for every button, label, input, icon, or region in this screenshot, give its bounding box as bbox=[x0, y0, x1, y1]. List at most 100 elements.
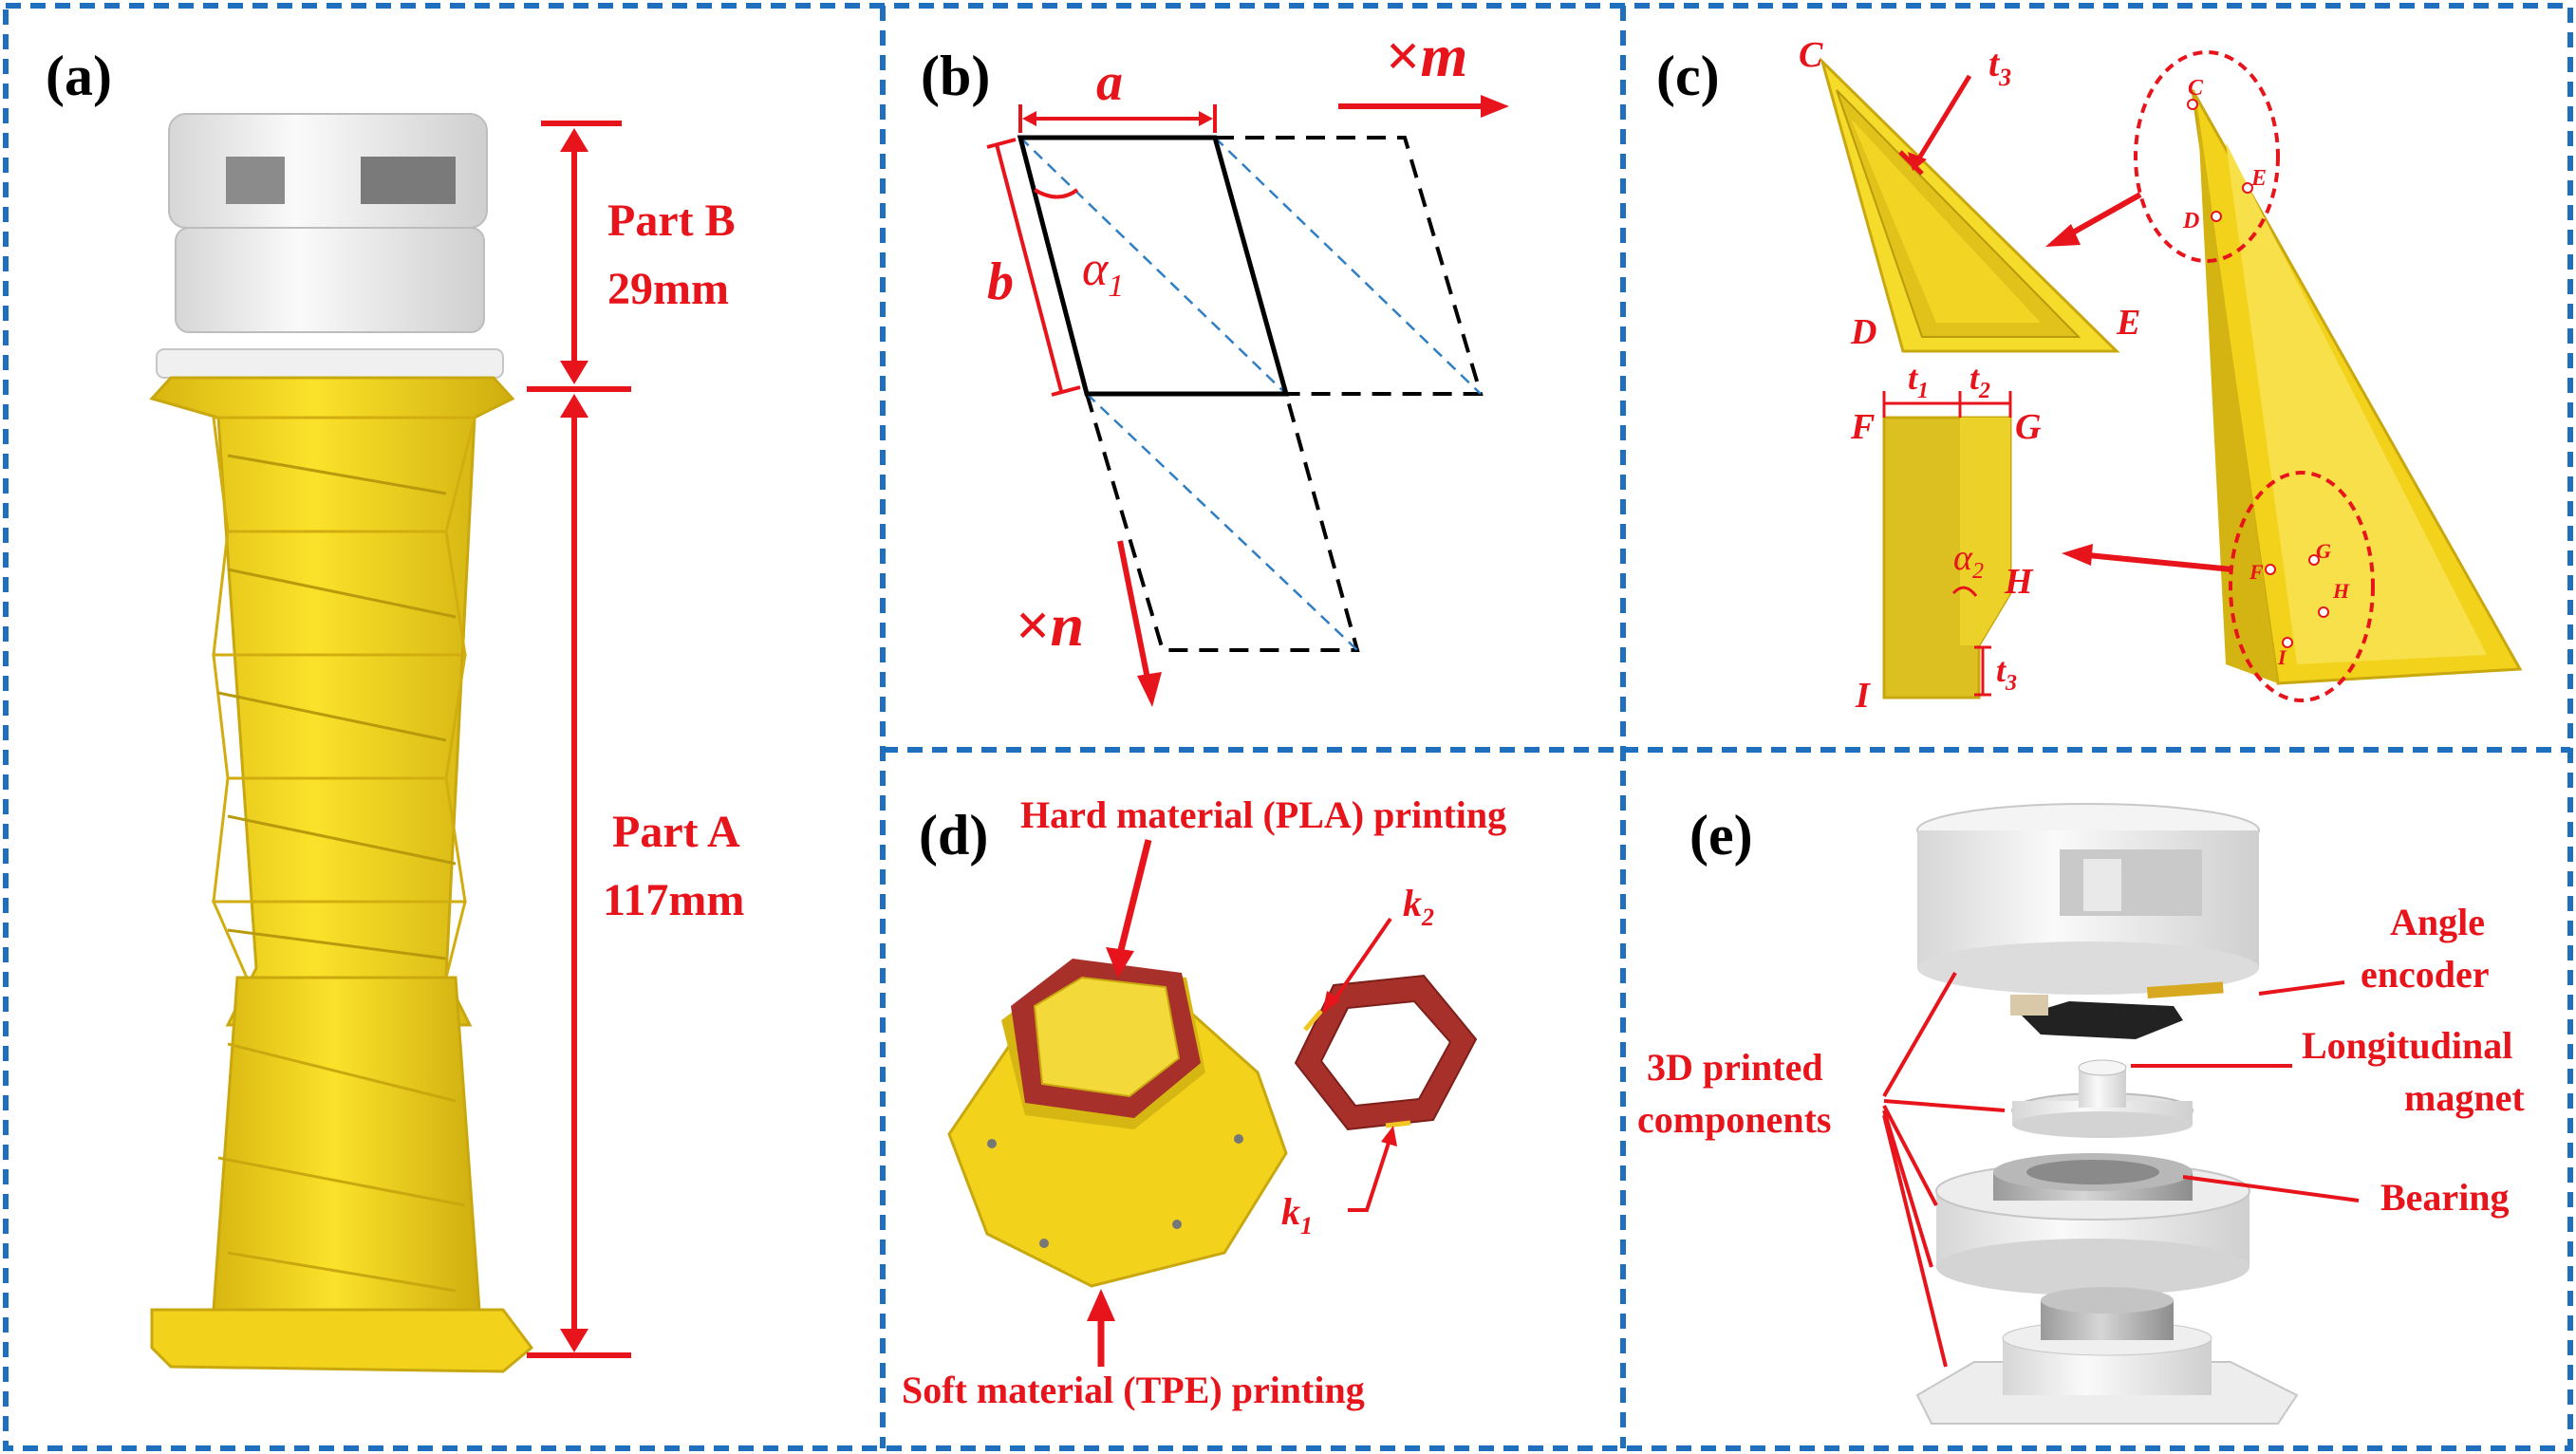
t1-label: t1 bbox=[1908, 359, 1929, 403]
label-H: H bbox=[2004, 562, 2034, 602]
alpha2-sym: α bbox=[1953, 538, 1973, 578]
t2-sub: 2 bbox=[1978, 379, 1990, 403]
panel-label-b: (b) bbox=[921, 45, 990, 107]
k2-joint bbox=[1303, 1009, 1323, 1032]
mini-H: H bbox=[2332, 579, 2350, 603]
t3-marker-top bbox=[1898, 150, 1924, 176]
callout-lines-right bbox=[2131, 980, 2360, 1202]
n-multiplier: ×n bbox=[1016, 591, 1084, 659]
k2-sub: 2 bbox=[1421, 904, 1434, 931]
panel-d: (d) Hard material (PLA) printing Soft ma… bbox=[902, 793, 1506, 1411]
panel-label-c: (c) bbox=[1656, 45, 1720, 107]
panel-borders bbox=[3, 3, 2573, 1451]
label-F: F bbox=[1850, 407, 1875, 447]
angle-encoder-line1: Angle bbox=[2390, 901, 2485, 943]
t3-dimension-bottom bbox=[1974, 645, 1991, 697]
mini-D: D bbox=[2182, 209, 2199, 233]
panel-label-d: (d) bbox=[919, 804, 988, 867]
alpha2-sub: 2 bbox=[1972, 559, 1984, 584]
printed-components-line1: 3D printed bbox=[1647, 1046, 1823, 1089]
t1-t2-dimension bbox=[1882, 391, 2012, 418]
t2-label: t2 bbox=[1969, 359, 1990, 403]
label-b: b bbox=[987, 252, 1014, 311]
label-I: I bbox=[1855, 676, 1871, 716]
k1-joint bbox=[1385, 1120, 1411, 1128]
full-panel-piece bbox=[2191, 89, 2523, 685]
t3-top-sym: t bbox=[1988, 42, 2001, 84]
k1-pointer bbox=[1348, 1136, 1392, 1212]
n-arrow bbox=[1117, 540, 1151, 684]
k1-pointer-head bbox=[1381, 1126, 1397, 1146]
dimension-markers bbox=[527, 121, 631, 1358]
t3-label-bottom: t3 bbox=[1996, 651, 2017, 696]
repeated-cells bbox=[1085, 136, 1484, 652]
n-times: × bbox=[1016, 591, 1050, 659]
label-a: a bbox=[1096, 53, 1123, 112]
alpha1-label: α1 bbox=[1082, 242, 1124, 304]
triangle-piece bbox=[1820, 56, 2120, 353]
t3-bottom-sym: t bbox=[1996, 651, 2007, 689]
n-symbol: n bbox=[1050, 591, 1084, 659]
arrow-to-section bbox=[2087, 552, 2233, 572]
m-symbol: m bbox=[1420, 22, 1467, 89]
t3-pointer bbox=[1914, 74, 1972, 163]
dim-a bbox=[1018, 104, 1217, 133]
magnet-line1: Longitudinal bbox=[2302, 1024, 2512, 1067]
mini-points bbox=[2187, 99, 2329, 648]
mini-E: E bbox=[2250, 166, 2267, 191]
panel-label-e: (e) bbox=[1689, 804, 1753, 867]
part-b-name: Part B bbox=[607, 196, 736, 246]
k1-sub: 1 bbox=[1300, 1212, 1313, 1240]
arrow-to-triangle-head bbox=[2045, 224, 2081, 247]
arrow-to-section-head bbox=[2062, 544, 2093, 566]
t3-bottom-sub: 3 bbox=[2005, 671, 2017, 696]
printed-components-line2: components bbox=[1637, 1098, 1831, 1141]
alpha1-arc bbox=[1033, 188, 1079, 199]
m-arrowhead bbox=[1481, 95, 1509, 118]
hard-arrowhead bbox=[1106, 947, 1134, 978]
k1-sym: k bbox=[1281, 1190, 1300, 1233]
m-multiplier: ×m bbox=[1386, 22, 1467, 89]
label-C: C bbox=[1799, 35, 1823, 75]
hard-arrow bbox=[1116, 839, 1152, 955]
top-cap bbox=[1916, 803, 2260, 995]
soft-material-label: Soft material (TPE) printing bbox=[902, 1369, 1365, 1411]
panel-a: (a) Part bbox=[46, 45, 744, 1373]
t2-sym: t bbox=[1969, 359, 1980, 397]
label-D: D bbox=[1850, 312, 1876, 352]
arrow-to-triangle bbox=[2063, 192, 2142, 240]
alpha2-arc bbox=[1951, 586, 1978, 597]
alpha2-label: α2 bbox=[1953, 538, 1984, 584]
part-a-name: Part A bbox=[612, 807, 740, 857]
mini-I: I bbox=[2277, 645, 2287, 669]
soft-arrowhead bbox=[1087, 1289, 1115, 1321]
base-plate bbox=[1915, 1287, 2299, 1425]
bearing-label: Bearing bbox=[2380, 1176, 2510, 1219]
t1-sym: t bbox=[1908, 359, 1918, 397]
t1-sub: 1 bbox=[1917, 379, 1929, 403]
hexagon-base bbox=[947, 959, 1288, 1288]
k2-pointer bbox=[1332, 917, 1392, 1003]
angle-encoder bbox=[2010, 981, 2224, 1039]
bearing bbox=[1935, 1153, 2250, 1296]
part-b-size: 29mm bbox=[607, 264, 729, 314]
part-b-housing bbox=[156, 113, 504, 379]
k2-pointer-head bbox=[1322, 991, 1340, 1014]
m-times: × bbox=[1386, 22, 1420, 89]
unit-cell bbox=[1017, 135, 1290, 397]
label-G: G bbox=[2015, 407, 2042, 447]
cell-diagonals bbox=[1019, 137, 1482, 651]
part-a-origami-column bbox=[149, 376, 534, 1373]
mini-C: C bbox=[2188, 76, 2204, 101]
label-E: E bbox=[2116, 303, 2140, 343]
t3-label-top: t3 bbox=[1988, 42, 2011, 91]
panel-b: (b) a b α1 bbox=[921, 22, 1509, 707]
hexagon-ring bbox=[1294, 974, 1478, 1131]
k2-label: k2 bbox=[1403, 882, 1434, 931]
cross-section bbox=[1882, 416, 2012, 699]
dim-b bbox=[986, 138, 1081, 397]
part-a-size: 117mm bbox=[603, 875, 744, 925]
highlight-ellipses bbox=[2134, 50, 2375, 702]
alpha1-subscript: 1 bbox=[1108, 269, 1124, 304]
